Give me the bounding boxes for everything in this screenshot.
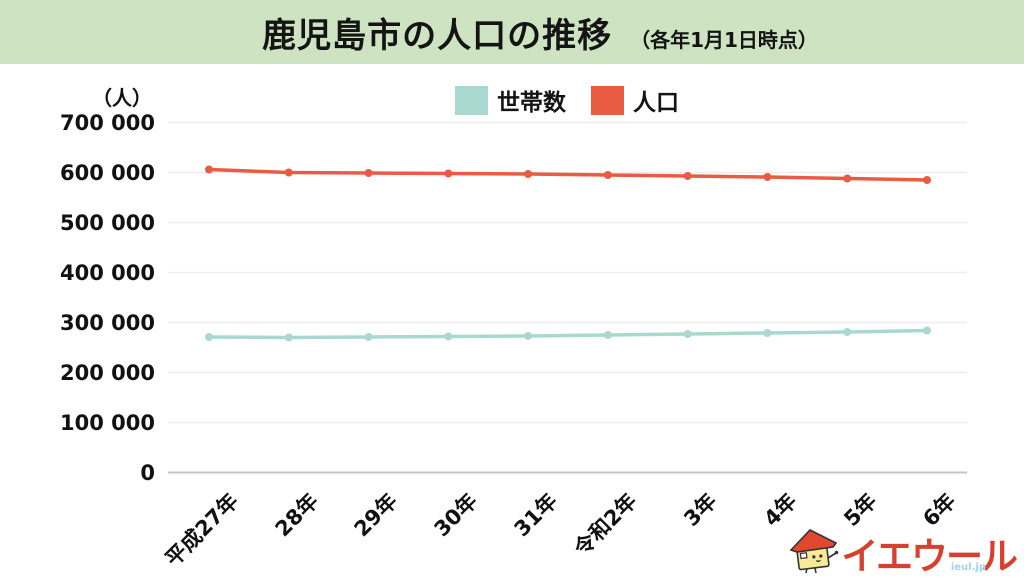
page-title: 鹿児島市の人口の推移 [262, 15, 613, 56]
ieul-logo: イエウール ieul.jp [789, 528, 1018, 578]
data-point-marker [763, 329, 772, 337]
data-point-marker [524, 332, 533, 340]
legend-label-households: 世帯数 [497, 90, 566, 116]
households-swatch-icon [455, 85, 488, 115]
chart-legend: 世帯数 人口 [455, 83, 679, 117]
logo-domain: ieul.jp [950, 562, 986, 573]
y-tick-label: 300 000 [60, 310, 155, 335]
data-point-marker [444, 169, 453, 178]
y-tick-label: 700 000 [60, 110, 155, 135]
data-point-marker [284, 168, 293, 177]
legend-item-population: 人口 [591, 83, 679, 117]
header-title-group: 鹿児島市の人口の推移 （各年1月1日時点） [262, 8, 818, 57]
y-tick-label: 100 000 [60, 410, 155, 435]
page-subtitle: （各年1月1日時点） [630, 27, 818, 52]
legend-item-households: 世帯数 [455, 83, 566, 117]
data-point-marker [843, 174, 852, 183]
households-line [207, 328, 929, 340]
data-point-marker [284, 333, 293, 342]
data-point-marker [683, 172, 692, 180]
header-band: 鹿児島市の人口の推移 （各年1月1日時点） [0, 0, 1024, 64]
legend-label-population: 人口 [633, 90, 679, 116]
y-tick-label: 400 000 [60, 260, 155, 285]
y-tick-label: 0 [140, 460, 155, 485]
data-point-marker [603, 171, 612, 179]
data-point-marker [683, 330, 692, 338]
data-point-marker [364, 333, 373, 341]
data-point-marker [923, 176, 932, 184]
y-tick-label: 200 000 [60, 360, 155, 385]
population-line [207, 167, 929, 182]
data-point-marker [763, 173, 772, 181]
y-tick-label: 500 000 [60, 210, 155, 235]
house-mascot-icon [789, 529, 839, 574]
data-point-marker [364, 169, 373, 177]
y-tick-label: 600 000 [60, 160, 155, 185]
data-point-marker [205, 333, 213, 341]
data-point-marker [444, 332, 453, 341]
data-point-marker [524, 170, 533, 178]
logo-wordmark: イエウール [841, 534, 1018, 578]
data-point-marker [843, 328, 852, 336]
data-point-marker [923, 326, 932, 335]
data-point-marker [603, 331, 612, 339]
population-swatch-icon [591, 85, 624, 115]
data-point-marker [205, 165, 213, 174]
y-axis-unit-label: （人） [92, 86, 152, 110]
